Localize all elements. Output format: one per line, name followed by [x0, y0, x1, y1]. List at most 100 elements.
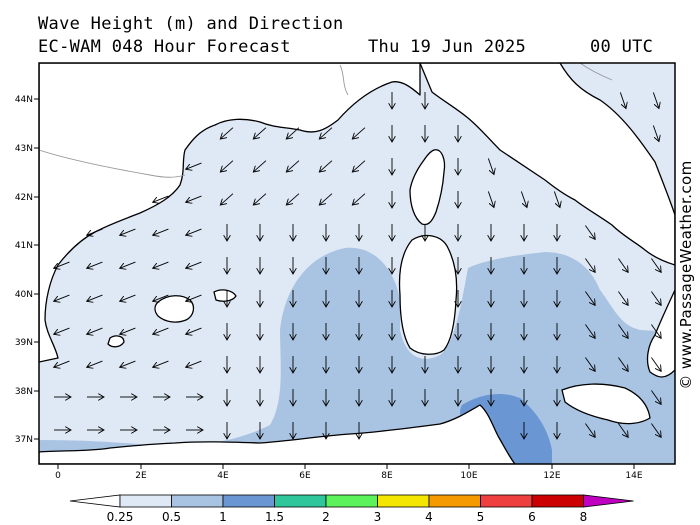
colorbar-segment [480, 494, 533, 508]
country-borders [39, 63, 613, 178]
wave-arrow [154, 195, 169, 202]
lat-label: 41N [15, 241, 33, 251]
colorbar-segment [531, 494, 584, 508]
lat-label: 39N [15, 338, 33, 348]
wave-arrow [121, 261, 136, 268]
wave-arrow [487, 158, 493, 173]
lon-label: 12E [543, 471, 560, 481]
wave-arrow [154, 360, 169, 367]
wave-arrow [287, 193, 300, 205]
wave-arrow [121, 327, 136, 334]
wave-arrow [652, 125, 658, 140]
wave-arrow [353, 160, 366, 172]
lat-label: 37N [15, 435, 33, 445]
wave-arrow [187, 294, 202, 301]
wave-arrow [585, 291, 594, 304]
wave-arrow [154, 327, 169, 334]
wave-arrow [221, 193, 234, 205]
model-label: EC-WAM 048 Hour Forecast [38, 37, 291, 57]
forecast-time: 00 UTC [590, 37, 654, 57]
wave-arrow [652, 92, 658, 107]
wave-arrow [88, 228, 103, 235]
land-italy [419, 63, 675, 266]
land-corsica [409, 149, 446, 226]
land-menorca [213, 289, 237, 302]
wave-arrow [154, 261, 169, 268]
wave-arrow [287, 160, 300, 172]
wave-arrow [585, 258, 594, 271]
wave-arrow [651, 258, 660, 271]
wave-arrow [187, 228, 202, 235]
wave-arrow [585, 225, 594, 238]
wave-arrow [320, 127, 333, 139]
axis-ticks: 0 2E 4E 6E 8E 10E 12E 14E 44N 43N 42N 41N 40N 39N 38N 3… [15, 95, 643, 481]
colorbar-segment [274, 494, 327, 508]
lat-label: 42N [15, 193, 33, 203]
colorbar-label: 1 [219, 510, 227, 524]
colorbar-segment [325, 494, 378, 508]
wave-arrows [54, 92, 661, 438]
colorbar-label: 2 [322, 510, 330, 524]
lat-label: 38N [15, 387, 33, 397]
colorbar-label: 8 [580, 510, 588, 524]
colorbar-label: 3 [374, 510, 382, 524]
wave-arrow [88, 261, 103, 268]
wave-arrow [187, 327, 202, 334]
land-sardinia [398, 234, 458, 355]
wave-arrow [585, 357, 594, 370]
wave-arrow [553, 191, 559, 206]
lat-label: 43N [15, 144, 33, 154]
wave-arrow [618, 423, 627, 436]
colorbar-label: 0.25 [107, 510, 134, 524]
wave-arrow [618, 258, 627, 271]
wave-arrow [320, 193, 333, 205]
lon-label: 2E [135, 471, 147, 481]
wave-arrow [287, 127, 300, 139]
lon-label: 8E [381, 471, 393, 481]
wave-arrow [651, 390, 660, 403]
colorbar-label: 5 [477, 510, 485, 524]
lon-label: 6E [299, 471, 311, 481]
wave-arrow [487, 191, 493, 206]
wave-arrow [88, 294, 103, 301]
lat-label: 44N [15, 95, 33, 105]
colorbar-segment [171, 494, 224, 508]
wave-arrow [585, 423, 594, 436]
map-frame [38, 62, 676, 465]
colorbar-high-arrow [583, 494, 634, 508]
chart-title: Wave Height (m) and Direction [38, 14, 344, 34]
wave-arrow [187, 360, 202, 367]
forecast-date: Thu 19 Jun 2025 [368, 37, 527, 57]
wave-arrow [88, 327, 103, 334]
wave-arrow [55, 360, 70, 367]
wave-arrow [154, 228, 169, 235]
wave-arrow [618, 357, 627, 370]
wave-arrow [187, 195, 202, 202]
wave-arrow [254, 127, 267, 139]
colorbar-segment [119, 494, 172, 508]
wave-arrow [651, 423, 660, 436]
wave-arrow [619, 92, 625, 107]
wave-arrow [254, 193, 267, 205]
wave-arrow [651, 324, 660, 337]
wave-arrow [254, 160, 267, 172]
lon-label: 10E [460, 471, 477, 481]
lat-label: 40N [15, 290, 33, 300]
colorbar-label: 0.5 [162, 510, 181, 524]
wave-arrow [520, 191, 526, 206]
land-sicily [561, 383, 651, 425]
colorbar: 0.25 0.5 1 1.5 2 3 4 5 6 8 [69, 494, 634, 524]
wave-arrow [651, 291, 660, 304]
wave-arrow [353, 127, 366, 139]
wave-arrow [187, 261, 202, 268]
wave-arrow [55, 327, 70, 334]
wave-arrow [320, 160, 333, 172]
wave-arrow [353, 193, 366, 205]
wave-arrow [618, 291, 627, 304]
wave-arrow [618, 324, 627, 337]
colorbar-low-arrow [69, 494, 121, 508]
wave-arrow [187, 162, 202, 169]
land-mallorca [154, 295, 195, 323]
wave-arrow [88, 360, 103, 367]
